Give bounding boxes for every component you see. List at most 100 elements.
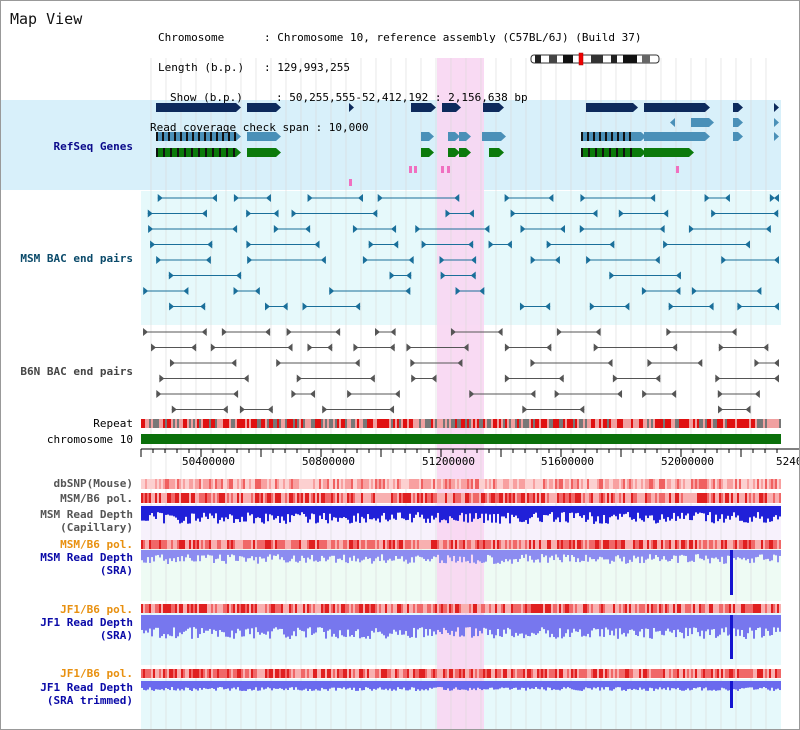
depth-bar: [773, 615, 775, 628]
heat-cell: [323, 540, 325, 549]
label-chromosome[interactable]: chromosome 10: [46, 433, 133, 446]
bac-end: [666, 328, 672, 336]
heat-cell: [665, 479, 667, 489]
depth-bar: [425, 506, 427, 523]
exon: [581, 148, 583, 157]
heat-cell: [359, 669, 361, 678]
heat-cell: [361, 493, 363, 503]
heat-cell: [339, 479, 341, 489]
heat-cell: [667, 540, 669, 549]
label-dbsnp[interactable]: dbSNP(Mouse): [53, 477, 133, 490]
depth-bar: [591, 681, 593, 690]
label-msm-bac[interactable]: MSM BAC end pairs: [20, 252, 133, 265]
depth-bar: [343, 615, 345, 637]
depth-bar: [669, 615, 671, 632]
repeat: [559, 419, 561, 428]
heat-cell: [593, 669, 595, 678]
heat-cell: [163, 493, 165, 503]
bac-end: [265, 194, 271, 202]
refseq-genes[interactable]: [156, 103, 779, 186]
depth-bar: [681, 681, 683, 691]
heat-cell: [719, 540, 721, 549]
label-b6n-bac[interactable]: B6N BAC end pairs: [20, 365, 133, 378]
depth-bar: [283, 615, 285, 635]
label-refseq[interactable]: RefSeq Genes: [53, 140, 133, 153]
depth-bar: [263, 550, 265, 559]
heat-cell: [751, 604, 753, 613]
heat-cell: [467, 540, 469, 549]
heat-tracks[interactable]: [141, 479, 781, 678]
heat-cell: [681, 540, 683, 549]
label-jf1-depth-trim[interactable]: JF1 Read Depth (SRA trimmed): [40, 681, 133, 707]
label-msm-pol[interactable]: MSM/B6 pol.: [60, 492, 133, 505]
label-msm-depth-cap[interactable]: MSM Read Depth (Capillary): [40, 508, 133, 534]
heat-cell: [667, 604, 669, 613]
heat-cell: [635, 669, 637, 678]
label-jf1-pol[interactable]: JF1/B6 pol.: [60, 603, 133, 616]
heat-cell: [607, 604, 609, 613]
heat-cell: [295, 493, 297, 503]
heat-cell: [675, 540, 677, 549]
depth-bar: [683, 615, 685, 639]
heat-cell: [215, 493, 217, 503]
heat-cell: [389, 479, 391, 489]
depth-bar: [485, 550, 487, 562]
heat-cell: [665, 540, 667, 549]
heat-cell: [235, 493, 237, 503]
depth-bar: [535, 550, 537, 560]
heat-cell: [745, 540, 747, 549]
depth-bar: [581, 506, 583, 518]
depth-bar: [187, 550, 189, 555]
depth-bar: [695, 681, 697, 689]
heat-cell: [367, 540, 369, 549]
label-msm-pol2[interactable]: MSM/B6 pol.: [60, 538, 133, 551]
heat-cell: [609, 669, 611, 678]
depth-bar: [247, 506, 249, 513]
depth-bar: [163, 615, 165, 634]
depth-bar: [161, 681, 163, 690]
depth-bar: [635, 681, 637, 690]
msm-bac-pairs[interactable]: [143, 194, 779, 311]
depth-bar: [457, 550, 459, 562]
label-jf1-depth-sra[interactable]: JF1 Read Depth (SRA): [40, 616, 133, 642]
depth-bar: [689, 681, 691, 691]
depth-bar: [335, 681, 337, 691]
heat-cell: [647, 604, 649, 613]
heat-cell: [477, 479, 479, 489]
depth-bar: [271, 615, 273, 632]
depth-bar: [337, 506, 339, 522]
repeat-track[interactable]: [141, 419, 781, 428]
b6n-bac-pairs[interactable]: [143, 328, 779, 414]
label-msm-depth-sra[interactable]: MSM Read Depth (SRA): [40, 551, 133, 577]
gene: [733, 103, 738, 112]
depth-bar: [325, 550, 327, 562]
depth-bar: [177, 615, 179, 637]
heat-cell: [245, 604, 247, 613]
depth-bar: [285, 681, 287, 689]
heat-cell: [249, 604, 251, 613]
depth-bar: [333, 681, 335, 688]
heat-cell: [641, 540, 643, 549]
heat-cell: [511, 479, 513, 489]
heat-cell: [377, 540, 379, 549]
depth-bar: [303, 506, 305, 515]
depth-bar: [281, 681, 283, 689]
depth-bar: [165, 506, 167, 515]
depth-bar: [727, 550, 729, 556]
chromosome-ideogram[interactable]: [530, 52, 660, 66]
depth-bar: [611, 506, 613, 517]
depth-bar: [397, 506, 399, 513]
chromosome-bar[interactable]: [141, 434, 781, 444]
repeat: [639, 419, 641, 428]
label-repeat[interactable]: Repeat: [93, 417, 133, 430]
depth-bar: [245, 550, 247, 562]
label-jf1-pol2[interactable]: JF1/B6 pol.: [60, 667, 133, 680]
depth-bar: [669, 550, 671, 562]
depth-tracks[interactable]: [141, 506, 781, 708]
depth-bar: [433, 506, 435, 520]
depth-bar: [271, 550, 273, 560]
depth-bar: [597, 550, 599, 560]
heat-cell: [483, 479, 485, 489]
repeat: [189, 419, 191, 428]
depth-bar: [357, 615, 359, 630]
